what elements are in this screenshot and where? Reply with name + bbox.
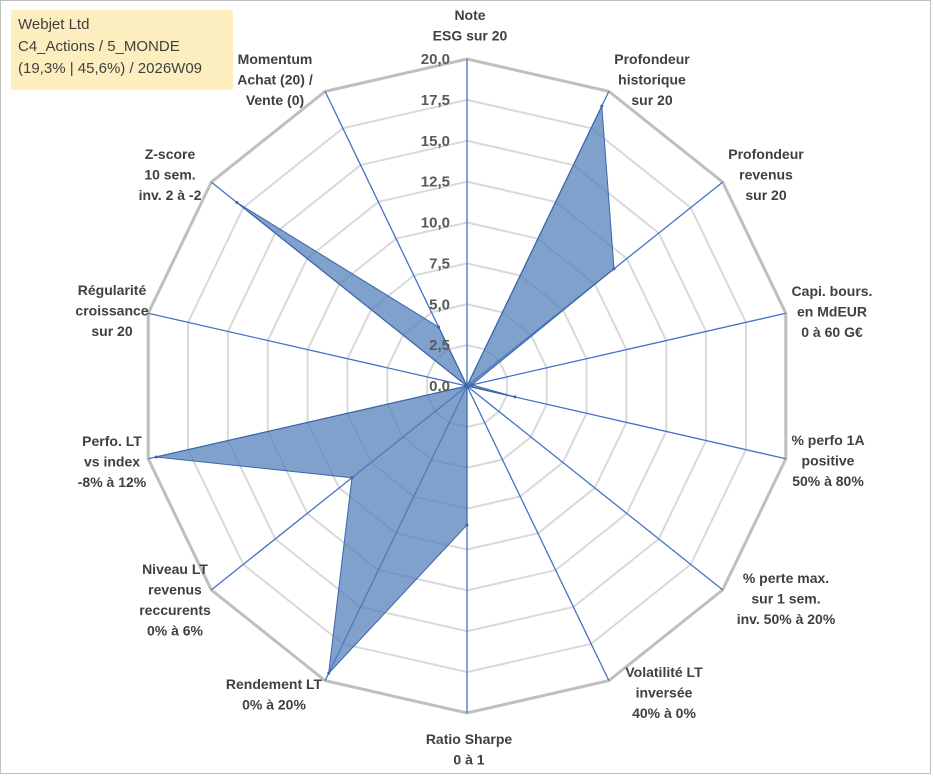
series-point [327, 671, 331, 675]
axis-label-line: Perfo. LT [82, 433, 142, 449]
axis-label: Rendement LT 0% à 20% [226, 676, 323, 713]
axis-label-line: revenus [739, 167, 793, 183]
tick-label: 20,0 [421, 51, 450, 68]
title-category: C4_Actions / 5_MONDE [18, 38, 180, 55]
axis-spoke [148, 312, 468, 387]
axis-label-line: vs index [84, 454, 140, 470]
series-point [470, 383, 474, 387]
axis-label-line: Volatilité LT [625, 664, 703, 680]
series-point [465, 523, 469, 527]
axis-label-line: Achat (20) / [237, 72, 313, 88]
tick-label: 15,0 [421, 133, 450, 150]
axis-label-line: % perfo 1A [791, 432, 864, 448]
tick-label: 0,0 [429, 378, 450, 395]
axis-label: Volatilité LT inversée 40% à 0% [625, 664, 703, 721]
axis-label-line: 40% à 0% [632, 705, 696, 721]
axis-label: Perfo. LT vs index -8% à 12% [78, 433, 147, 490]
axis-label-line: % perte max. [743, 570, 829, 586]
axis-label-line: 10 sem. [144, 167, 195, 183]
axis-label: Momentum Achat (20) / Vente (0) [237, 51, 313, 108]
radar-series [154, 104, 616, 675]
axis-label: Régularité croissance sur 20 [75, 282, 148, 339]
tick-label: 5,0 [429, 296, 450, 313]
radar-tick-labels: 0,0 2,5 5,0 7,5 10,0 12,5 15,0 17,5 20,0 [421, 51, 450, 395]
series-point [465, 384, 469, 388]
axis-label-line: Vente (0) [246, 92, 304, 108]
axis-label-line: Note [454, 7, 485, 23]
axis-spoke [466, 385, 786, 460]
axis-spoke [466, 385, 724, 591]
series-area [156, 104, 615, 675]
axis-label-line: sur 20 [631, 92, 672, 108]
series-point [612, 267, 616, 271]
axis-label-line: Momentum [238, 51, 313, 67]
axis-label-line: Régularité [78, 282, 147, 298]
axis-label-line: Niveau LT [142, 561, 208, 577]
axis-label-line: 0 à 60 G€ [801, 324, 863, 340]
axis-label-line: Capi. bours. [792, 283, 873, 299]
axis-label: Z-score 10 sem. inv. 2 à -2 [139, 146, 202, 203]
axis-label-line: -8% à 12% [78, 474, 147, 490]
axis-label-line: en MdEUR [797, 304, 867, 320]
axis-label-line: inv. 2 à -2 [139, 187, 202, 203]
axis-label-line: 0% à 20% [242, 697, 306, 713]
series-point [513, 395, 517, 399]
axis-label-line: sur 1 sem. [751, 591, 820, 607]
radar-axis-labels: Note ESG sur 20 Profondeur historique sur 20… [75, 7, 872, 768]
axis-label-line: inv. 50% à 20% [737, 611, 836, 627]
axis-label-line: historique [618, 72, 686, 88]
axis-label-line: 0 à 1 [453, 752, 484, 768]
axis-label-line: positive [802, 453, 855, 469]
axis-label-line: Profondeur [728, 146, 804, 162]
tick-label: 7,5 [429, 255, 450, 272]
series-point [154, 455, 158, 459]
axis-label: Profondeur historique sur 20 [614, 51, 690, 108]
axis-label-line: Ratio Sharpe [426, 731, 513, 747]
axis-label: Capi. bours. en MdEUR 0 à 60 G€ [792, 283, 873, 340]
axis-label-line: ESG sur 20 [433, 28, 508, 44]
axis-label-line: Z-score [145, 146, 196, 162]
tick-label: 10,0 [421, 215, 450, 232]
axis-label-line: 0% à 6% [147, 623, 204, 639]
axis-label-line: inversée [636, 685, 693, 701]
axis-label-line: reccurents [139, 602, 211, 618]
axis-label-line: Rendement LT [226, 676, 323, 692]
title-stats: (19,3% | 45,6%) / 2026W09 [18, 60, 202, 77]
axis-label: % perfo 1A positive 50% à 80% [791, 432, 864, 489]
axis-label-line: croissance [75, 303, 148, 319]
axis-label: Niveau LT revenus reccurents 0% à 6% [139, 561, 211, 639]
tick-label: 17,5 [421, 92, 450, 109]
series-point [235, 201, 239, 205]
series-point [600, 104, 604, 108]
axis-label: Profondeur revenus sur 20 [728, 146, 804, 203]
tick-label: 2,5 [429, 337, 450, 354]
axis-spoke [466, 312, 786, 387]
axis-label: % perte max. sur 1 sem. inv. 50% à 20% [737, 570, 836, 627]
axis-label-line: 50% à 80% [792, 473, 864, 489]
axis-label-line: revenus [148, 582, 202, 598]
title-company: Webjet Ltd [18, 16, 90, 33]
axis-label-line: sur 20 [91, 323, 132, 339]
axis-label: Ratio Sharpe 0 à 1 [426, 731, 513, 768]
series-point [350, 476, 354, 480]
axis-label: Note ESG sur 20 [433, 7, 508, 44]
axis-label-line: Profondeur [614, 51, 690, 67]
tick-label: 12,5 [421, 174, 450, 191]
series-point [437, 325, 441, 329]
axis-spoke [466, 385, 610, 681]
chart-title-box: Webjet Ltd C4_Actions / 5_MONDE (19,3% |… [11, 10, 233, 90]
axis-label-line: sur 20 [745, 187, 786, 203]
